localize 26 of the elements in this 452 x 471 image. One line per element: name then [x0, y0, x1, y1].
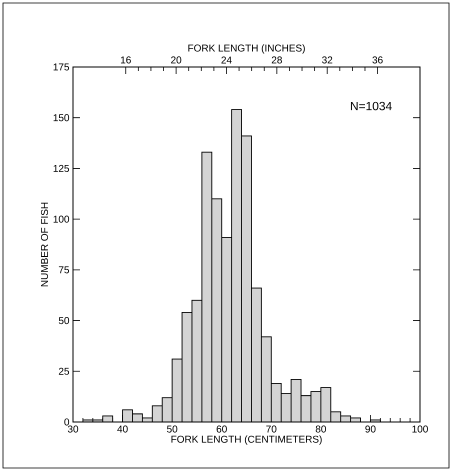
y-tick-label: 175 — [54, 64, 70, 70]
y-tick-label: 25 — [58, 368, 70, 375]
x2-tick-label: 36 — [372, 56, 383, 64]
x-axis-title: FORK LENGTH (CENTIMETERS) — [171, 435, 322, 445]
x-tick-label: 70 — [266, 426, 276, 433]
annotation: N=1034 — [350, 102, 392, 110]
x2-tick-label: 32 — [322, 56, 332, 64]
x-tick-label: 50 — [167, 426, 178, 433]
y-tick-label: 50 — [58, 317, 70, 324]
x2-axis-title: FORK LENGTH (INCHES) — [188, 44, 305, 54]
x-tick-label: 60 — [216, 426, 227, 433]
y-axis-title: NUMBER OF FISH — [40, 202, 48, 286]
x-tick-label: 40 — [117, 426, 128, 433]
x-tick-label: 30 — [68, 426, 78, 433]
y-tick-label: 100 — [54, 216, 70, 223]
x2-tick-label: 16 — [120, 56, 131, 64]
y-tick-label: 150 — [54, 114, 70, 122]
x-tick-label: 100 — [412, 426, 428, 433]
y-tick-label: 0 — [64, 418, 70, 426]
x2-tick-label: 20 — [171, 56, 182, 64]
y-tick-label: 75 — [58, 266, 70, 274]
x-tick-label: 80 — [316, 426, 326, 433]
x-tick-label: 90 — [365, 426, 376, 433]
x2-tick-label: 24 — [221, 56, 232, 64]
x2-tick-label: 28 — [272, 56, 282, 64]
y-tick-label: 125 — [54, 164, 70, 172]
